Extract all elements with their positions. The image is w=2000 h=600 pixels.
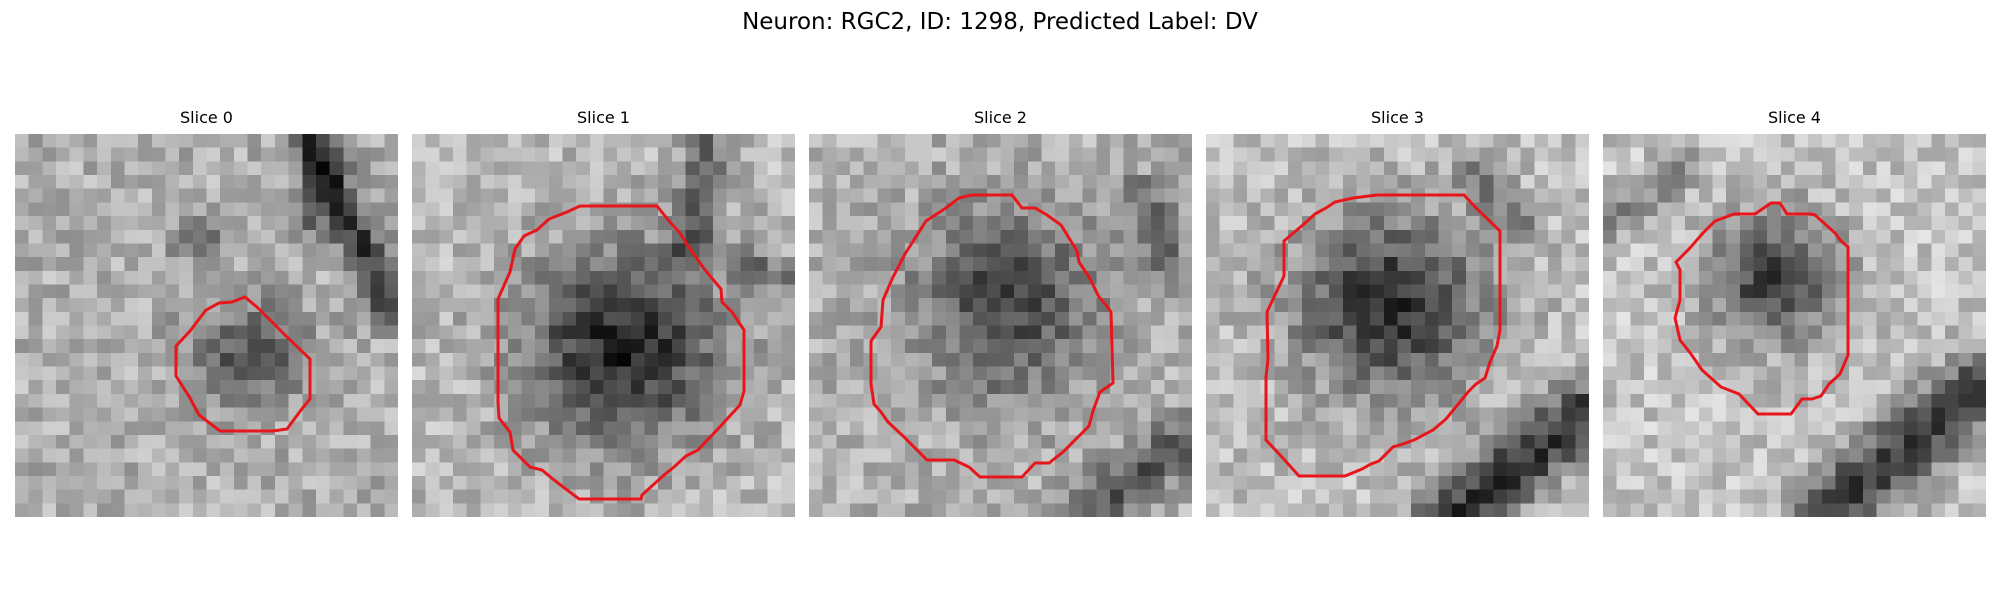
slice-panel-3: Slice 3 xyxy=(1206,108,1589,517)
slice-panel-0: Slice 0 xyxy=(15,108,398,517)
slice-title-1: Slice 1 xyxy=(577,108,630,127)
slice-panel-1: Slice 1 xyxy=(412,108,795,517)
slice-image-2 xyxy=(809,134,1192,517)
slice-panel-4: Slice 4 xyxy=(1603,108,1986,517)
slice-image-3 xyxy=(1206,134,1589,517)
slice-title-3: Slice 3 xyxy=(1371,108,1424,127)
slice-image-1 xyxy=(412,134,795,517)
slice-title-4: Slice 4 xyxy=(1768,108,1821,127)
figure-title: Neuron: RGC2, ID: 1298, Predicted Label:… xyxy=(742,9,1258,35)
slice-title-0: Slice 0 xyxy=(180,108,233,127)
slice-title-2: Slice 2 xyxy=(974,108,1027,127)
slice-image-0 xyxy=(15,134,398,517)
slice-image-4 xyxy=(1603,134,1986,517)
slice-panel-2: Slice 2 xyxy=(809,108,1192,517)
